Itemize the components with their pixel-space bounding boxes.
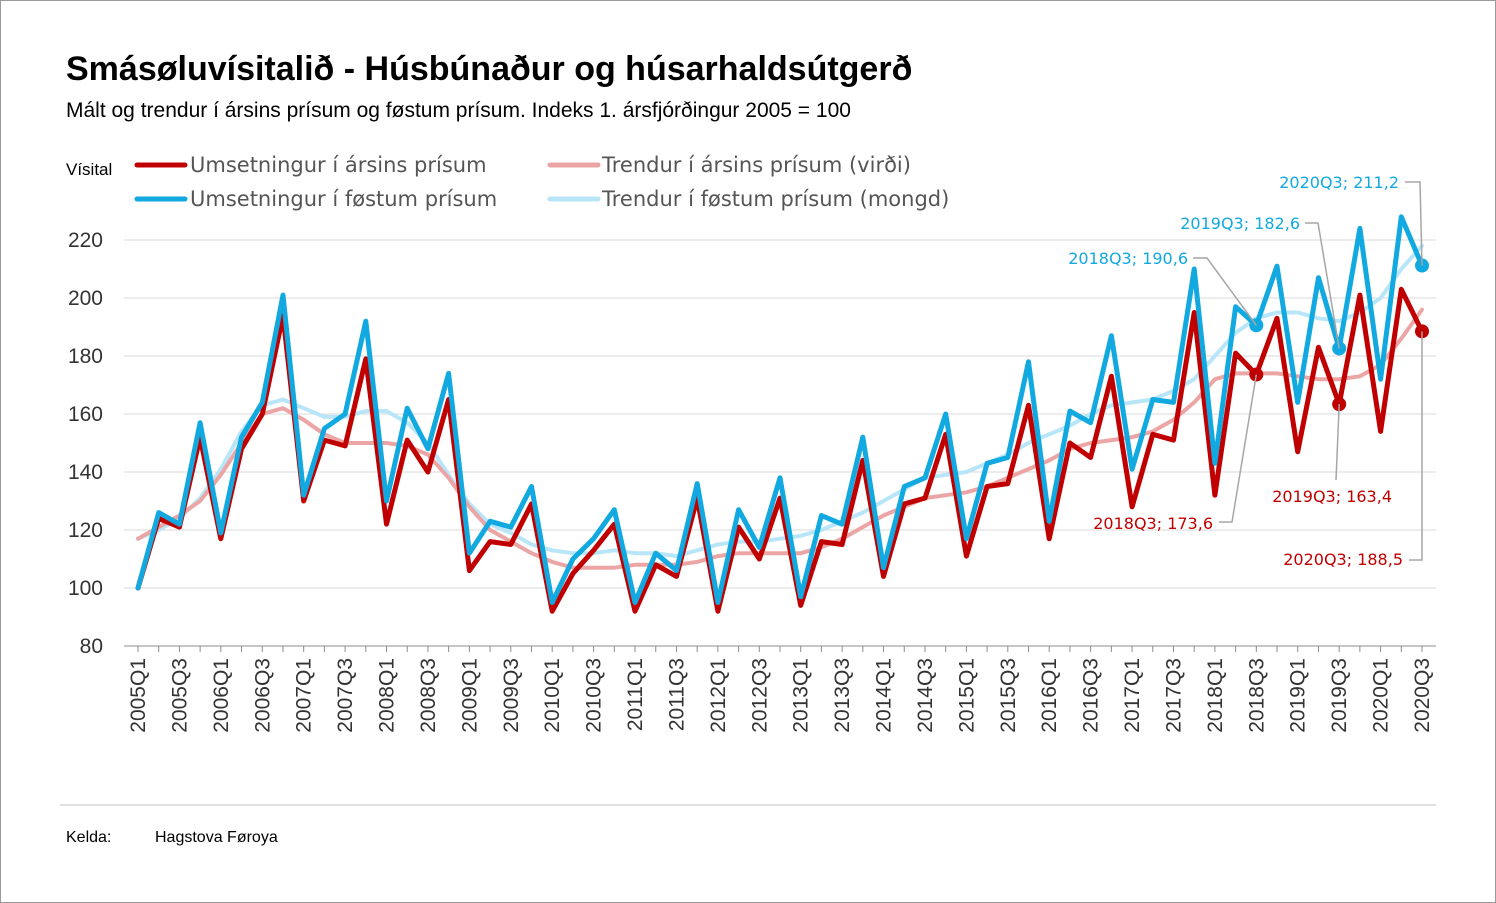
- y-tick-label: 80: [80, 635, 103, 658]
- annotation-leader: [1193, 257, 1257, 326]
- annotation-label: 2020Q3; 211,2: [1279, 173, 1399, 192]
- y-tick-label: 140: [68, 461, 103, 484]
- legend: Umsetningur í ársins prísum Trendur í ár…: [134, 153, 949, 211]
- x-tick-label: 2015Q1: [955, 658, 978, 733]
- x-tick-label: 2015Q3: [997, 658, 1020, 733]
- annotation-label: 2018Q3; 190,6: [1068, 249, 1188, 268]
- annotation-label: 2020Q3; 188,5: [1283, 550, 1403, 569]
- x-tick-label: 2016Q1: [1038, 658, 1061, 733]
- highlight-point-blue: [1415, 258, 1429, 273]
- x-tick-label: 2008Q3: [417, 658, 440, 733]
- x-tick-label: 2012Q1: [707, 658, 730, 733]
- chart-title: Smásøluvísitalið - Húsbúnaður og húsarha…: [66, 50, 912, 88]
- highlight-point-red: [1415, 324, 1429, 339]
- chart-subtitle: Mált og trendur í ársins prísum og føstu…: [66, 99, 851, 122]
- legend-label-blue: Umsetningur í føstum prísum: [190, 187, 497, 211]
- x-tick-label: 2017Q1: [1121, 658, 1144, 733]
- annotation-leader: [1219, 374, 1258, 523]
- y-tick-label: 160: [68, 403, 103, 426]
- x-tick-label: 2019Q1: [1287, 658, 1310, 733]
- x-tick-label: 2020Q3: [1411, 658, 1434, 733]
- x-tick-label: 2016Q3: [1080, 658, 1103, 733]
- x-tick-label: 2005Q3: [168, 658, 191, 733]
- y-tick-label: 220: [68, 229, 103, 252]
- x-tick-label: 2011Q1: [624, 658, 647, 731]
- annotation-leader: [1409, 331, 1423, 561]
- x-tick-label: 2018Q1: [1204, 658, 1227, 733]
- annotation-leader: [1335, 404, 1340, 481]
- x-tick-label: 2013Q3: [831, 658, 854, 733]
- y-tick-label: 180: [68, 345, 103, 368]
- x-tick-label: 2006Q1: [210, 658, 233, 733]
- annotation-leader: [1305, 222, 1340, 349]
- y-axis-label: Vísital: [66, 160, 112, 179]
- x-tick-label: 2012Q3: [748, 658, 771, 733]
- x-tick-label: 2010Q3: [583, 658, 606, 733]
- x-tick-label: 2011Q3: [665, 658, 688, 731]
- legend-label-light-blue: Trendur í føstum prísum (mongd): [601, 187, 949, 211]
- legend-label-light-red: Trendur í ársins prísum (virði): [601, 153, 911, 177]
- x-tick-label: 2007Q3: [334, 658, 357, 733]
- x-tick-label: 2013Q1: [790, 658, 813, 733]
- x-tick-label: 2020Q1: [1370, 658, 1393, 733]
- x-axis-ticks: 2005Q1 2005Q3 2006Q1 2006Q3 2007Q1 2007Q3 2008…: [127, 646, 1434, 733]
- y-tick-label: 100: [68, 577, 103, 600]
- annotation-leader: [1405, 181, 1423, 266]
- x-tick-label: 2014Q3: [914, 658, 937, 733]
- x-tick-label: 2018Q3: [1245, 658, 1268, 733]
- highlight-markers: [1249, 258, 1429, 412]
- x-tick-label: 2014Q1: [873, 658, 896, 733]
- x-tick-label: 2006Q3: [251, 658, 274, 733]
- y-tick-label: 120: [68, 519, 103, 542]
- x-tick-label: 2008Q1: [376, 658, 399, 733]
- annotation-label: 2019Q3; 182,6: [1180, 214, 1300, 233]
- annotation-label: 2019Q3; 163,4: [1272, 487, 1392, 506]
- annotation-label: 2018Q3; 173,6: [1093, 514, 1213, 533]
- x-tick-label: 2017Q3: [1162, 658, 1185, 733]
- y-tick-label: 200: [68, 287, 103, 310]
- legend-label-red: Umsetningur í ársins prísum: [190, 153, 487, 177]
- series-line-red: [135, 286, 1425, 614]
- x-tick-label: 2019Q3: [1328, 658, 1351, 733]
- x-tick-label: 2009Q1: [458, 658, 481, 733]
- highlight-point-red: [1249, 367, 1264, 382]
- x-tick-label: 2010Q1: [541, 658, 564, 733]
- series-line-blue: [135, 214, 1425, 605]
- footer-source-value: Hagstova Føroya: [155, 829, 278, 846]
- x-tick-label: 2007Q1: [293, 658, 316, 733]
- x-tick-label: 2009Q3: [500, 658, 523, 733]
- series-lines: [135, 214, 1425, 614]
- footer-source-label: Kelda:: [66, 829, 111, 846]
- x-tick-label: 2005Q1: [127, 658, 150, 733]
- annotations: 2018Q3; 190,6 2019Q3; 182,6 2020Q3; 211,2 2…: [1068, 173, 1423, 569]
- y-axis-ticks: 80 100 120 140 160 180 200 220: [68, 229, 103, 658]
